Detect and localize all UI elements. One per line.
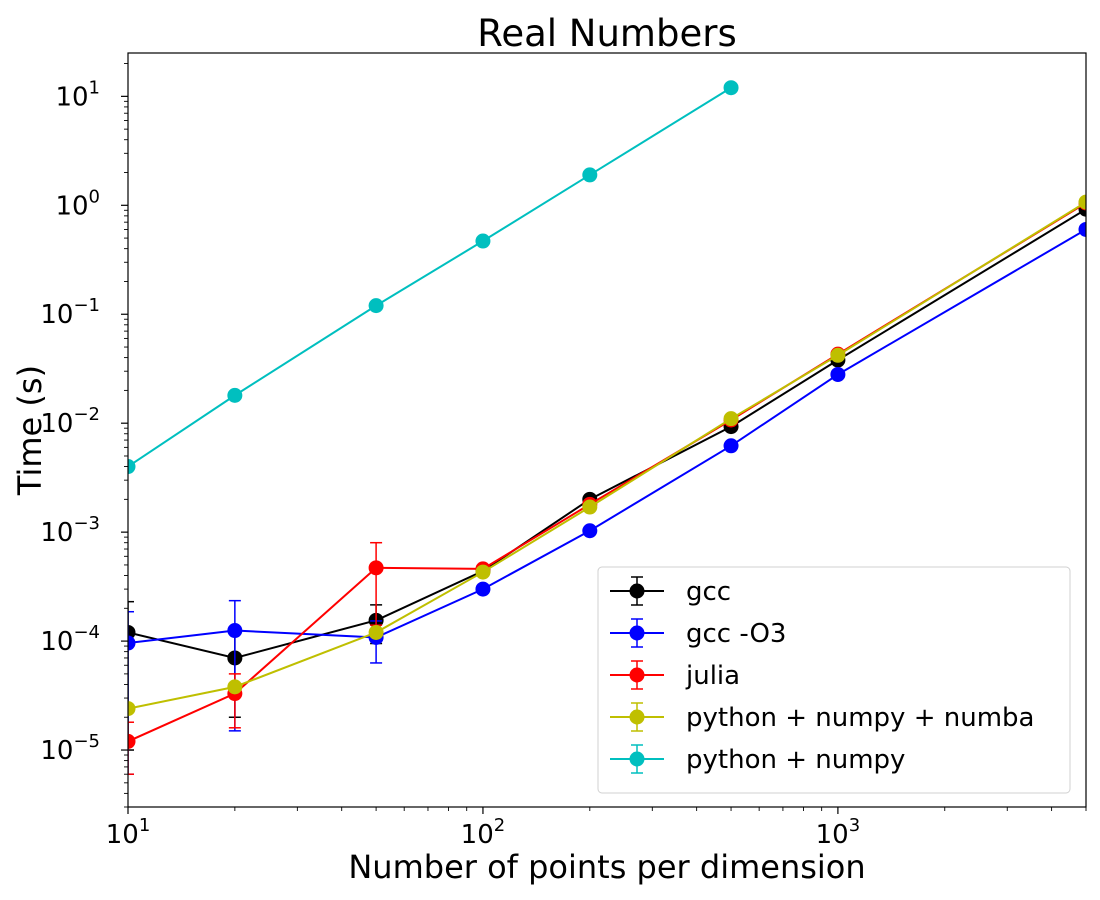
data-point bbox=[475, 564, 491, 580]
data-point bbox=[475, 581, 491, 597]
data-point bbox=[723, 411, 739, 427]
data-point bbox=[582, 523, 598, 539]
legend-item: gcc -O3 bbox=[610, 618, 786, 649]
y-tick-label: 10−4 bbox=[40, 622, 100, 657]
y-tick-label-base: 10 bbox=[40, 300, 73, 330]
legend-marker bbox=[629, 709, 645, 725]
legend-item: gcc bbox=[610, 576, 731, 607]
x-tick-label: 102 bbox=[461, 815, 506, 850]
legend-item: julia bbox=[610, 660, 740, 691]
y-tick-label: 100 bbox=[55, 186, 100, 221]
series-line bbox=[128, 86, 732, 468]
y-tick-label-exponent: −2 bbox=[73, 404, 100, 425]
y-tick-label: 10−1 bbox=[40, 295, 100, 330]
series-line bbox=[128, 228, 1086, 645]
y-tick-label-exponent: −1 bbox=[73, 295, 100, 316]
data-point bbox=[128, 635, 136, 651]
y-tick-label-base: 10 bbox=[40, 518, 73, 548]
data-point bbox=[1078, 194, 1086, 210]
y-tick-label-exponent: −4 bbox=[73, 622, 100, 643]
y-tick-label-base: 10 bbox=[55, 191, 88, 221]
data-point bbox=[128, 701, 136, 717]
data-point bbox=[1078, 221, 1086, 237]
y-tick-label-base: 10 bbox=[40, 627, 73, 657]
plot-area bbox=[128, 80, 1086, 775]
legend-marker bbox=[629, 625, 645, 641]
series-line bbox=[128, 208, 1086, 659]
x-tick-label-exponent: 2 bbox=[494, 815, 505, 836]
series-4 bbox=[128, 80, 739, 475]
data-point bbox=[227, 679, 243, 695]
y-tick-label-base: 10 bbox=[40, 736, 73, 766]
legend-label: python + numpy bbox=[686, 745, 905, 775]
legend-item: python + numpy + numba bbox=[610, 702, 1034, 733]
x-tick-label-base: 10 bbox=[106, 820, 139, 850]
data-point bbox=[830, 366, 846, 382]
y-tick-label-exponent: −3 bbox=[73, 513, 100, 534]
series-line bbox=[128, 201, 1086, 710]
x-tick-label-exponent: 1 bbox=[139, 815, 150, 836]
series-3 bbox=[128, 194, 1086, 717]
legend-label: julia bbox=[685, 661, 740, 691]
data-point bbox=[368, 560, 384, 576]
y-tick-label-base: 10 bbox=[55, 82, 88, 112]
data-point bbox=[227, 623, 243, 639]
data-point bbox=[128, 733, 136, 749]
legend-marker bbox=[629, 667, 645, 683]
data-point bbox=[475, 233, 491, 249]
x-tick-label-base: 10 bbox=[461, 820, 494, 850]
y-tick-label: 10−5 bbox=[40, 731, 100, 766]
data-point bbox=[128, 459, 136, 475]
plot-frame bbox=[127, 52, 1087, 808]
legend-label: gcc bbox=[686, 577, 731, 607]
data-point bbox=[368, 624, 384, 640]
legend-frame bbox=[597, 566, 1071, 794]
y-tick-label-exponent: 1 bbox=[89, 77, 100, 98]
y-tick-label-exponent: 0 bbox=[89, 186, 100, 207]
legend-marker bbox=[629, 583, 645, 599]
y-tick-label-base: 10 bbox=[40, 409, 73, 439]
y-tick-label-exponent: −5 bbox=[73, 731, 100, 752]
x-tick-label: 101 bbox=[106, 815, 151, 850]
legend-label: gcc -O3 bbox=[686, 619, 786, 649]
data-point bbox=[830, 347, 846, 363]
data-point bbox=[723, 438, 739, 454]
legend-item: python + numpy bbox=[610, 744, 905, 775]
legend: gcc gcc -O3 julia python + numpy + numba pyt… bbox=[597, 566, 1071, 794]
y-tick-label: 10−2 bbox=[40, 404, 100, 439]
data-point bbox=[227, 387, 243, 403]
y-tick-label: 101 bbox=[55, 77, 100, 112]
data-point bbox=[582, 167, 598, 183]
y-tick-label: 10−3 bbox=[40, 513, 100, 548]
chart-title: Real Numbers bbox=[477, 12, 736, 55]
x-tick-label-exponent: 3 bbox=[849, 815, 860, 836]
x-tick-label-base: 10 bbox=[816, 820, 849, 850]
legend-marker bbox=[629, 751, 645, 767]
data-point bbox=[723, 80, 739, 96]
data-point bbox=[368, 298, 384, 314]
x-tick-label: 103 bbox=[816, 815, 861, 850]
x-axis-label: Number of points per dimension bbox=[348, 848, 865, 886]
y-axis-label: Time (s) bbox=[11, 365, 49, 496]
legend-label: python + numpy + numba bbox=[686, 703, 1034, 733]
data-point bbox=[582, 499, 598, 515]
